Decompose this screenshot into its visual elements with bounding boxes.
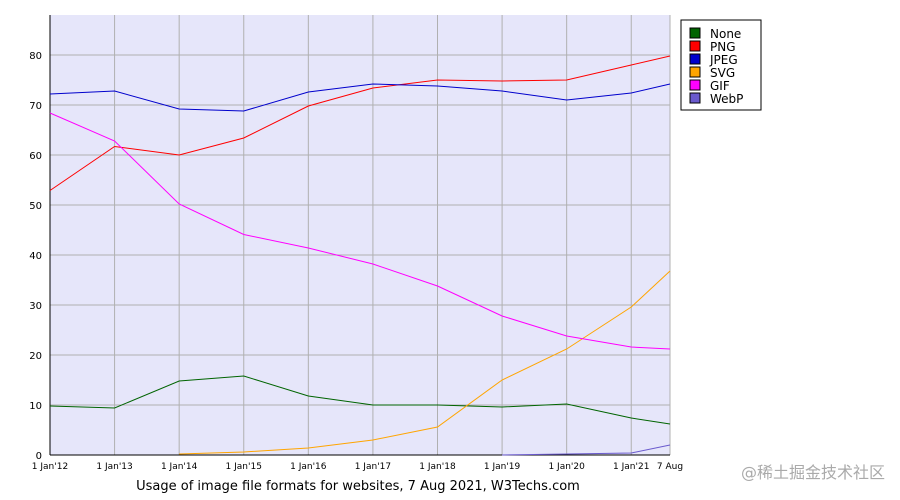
series-line bbox=[179, 270, 671, 455]
legend-label: PNG bbox=[710, 40, 736, 54]
legend-label: WebP bbox=[710, 92, 743, 106]
legend-swatch bbox=[689, 40, 701, 52]
x-tick-label: 1 Jan'13 bbox=[96, 462, 132, 472]
y-tick-label: 40 bbox=[29, 251, 42, 262]
x-tick-label: 1 Jan'17 bbox=[355, 462, 391, 472]
y-tick-label: 0 bbox=[36, 451, 42, 462]
y-tick-label: 20 bbox=[29, 351, 42, 362]
legend-label: None bbox=[710, 27, 741, 41]
x-tick-label: 1 Jan'20 bbox=[548, 462, 585, 472]
legend-swatch bbox=[689, 66, 701, 78]
legend-swatch bbox=[689, 27, 701, 39]
legend-label: JPEG bbox=[709, 53, 738, 67]
series-line bbox=[49, 55, 671, 191]
x-tick-label: 1 Jan'21 bbox=[613, 462, 649, 472]
caption: Usage of image file formats for websites… bbox=[136, 479, 580, 494]
y-tick-label: 10 bbox=[29, 401, 42, 412]
y-tick-label: 30 bbox=[29, 301, 42, 312]
x-tick-label: 1 Jan'12 bbox=[32, 462, 68, 472]
y-tick-label: 70 bbox=[29, 101, 42, 112]
y-tick-label: 80 bbox=[29, 51, 42, 62]
legend-swatch bbox=[689, 79, 701, 91]
watermark: @稀土掘金技术社区 bbox=[741, 463, 885, 482]
x-tick-label: 1 Jan'16 bbox=[290, 462, 327, 472]
series-line bbox=[49, 375, 671, 425]
legend-label: GIF bbox=[710, 79, 730, 93]
y-tick-label: 60 bbox=[29, 151, 42, 162]
x-tick-label: 1 Jan'19 bbox=[484, 462, 521, 472]
series-line bbox=[49, 112, 671, 350]
series-line bbox=[49, 83, 671, 112]
plot-area bbox=[50, 15, 670, 455]
x-tick-label: 1 Jan'18 bbox=[419, 462, 456, 472]
legend-swatch bbox=[689, 53, 701, 65]
x-tick-label: 1 Jan'15 bbox=[226, 462, 262, 472]
series-line bbox=[502, 444, 671, 456]
legend-swatch bbox=[689, 92, 701, 104]
legend-label: SVG bbox=[710, 66, 735, 80]
x-tick-label: 1 Jan'14 bbox=[161, 462, 198, 472]
x-tick-label: 7 Aug bbox=[657, 462, 683, 472]
y-tick-label: 50 bbox=[29, 201, 42, 212]
